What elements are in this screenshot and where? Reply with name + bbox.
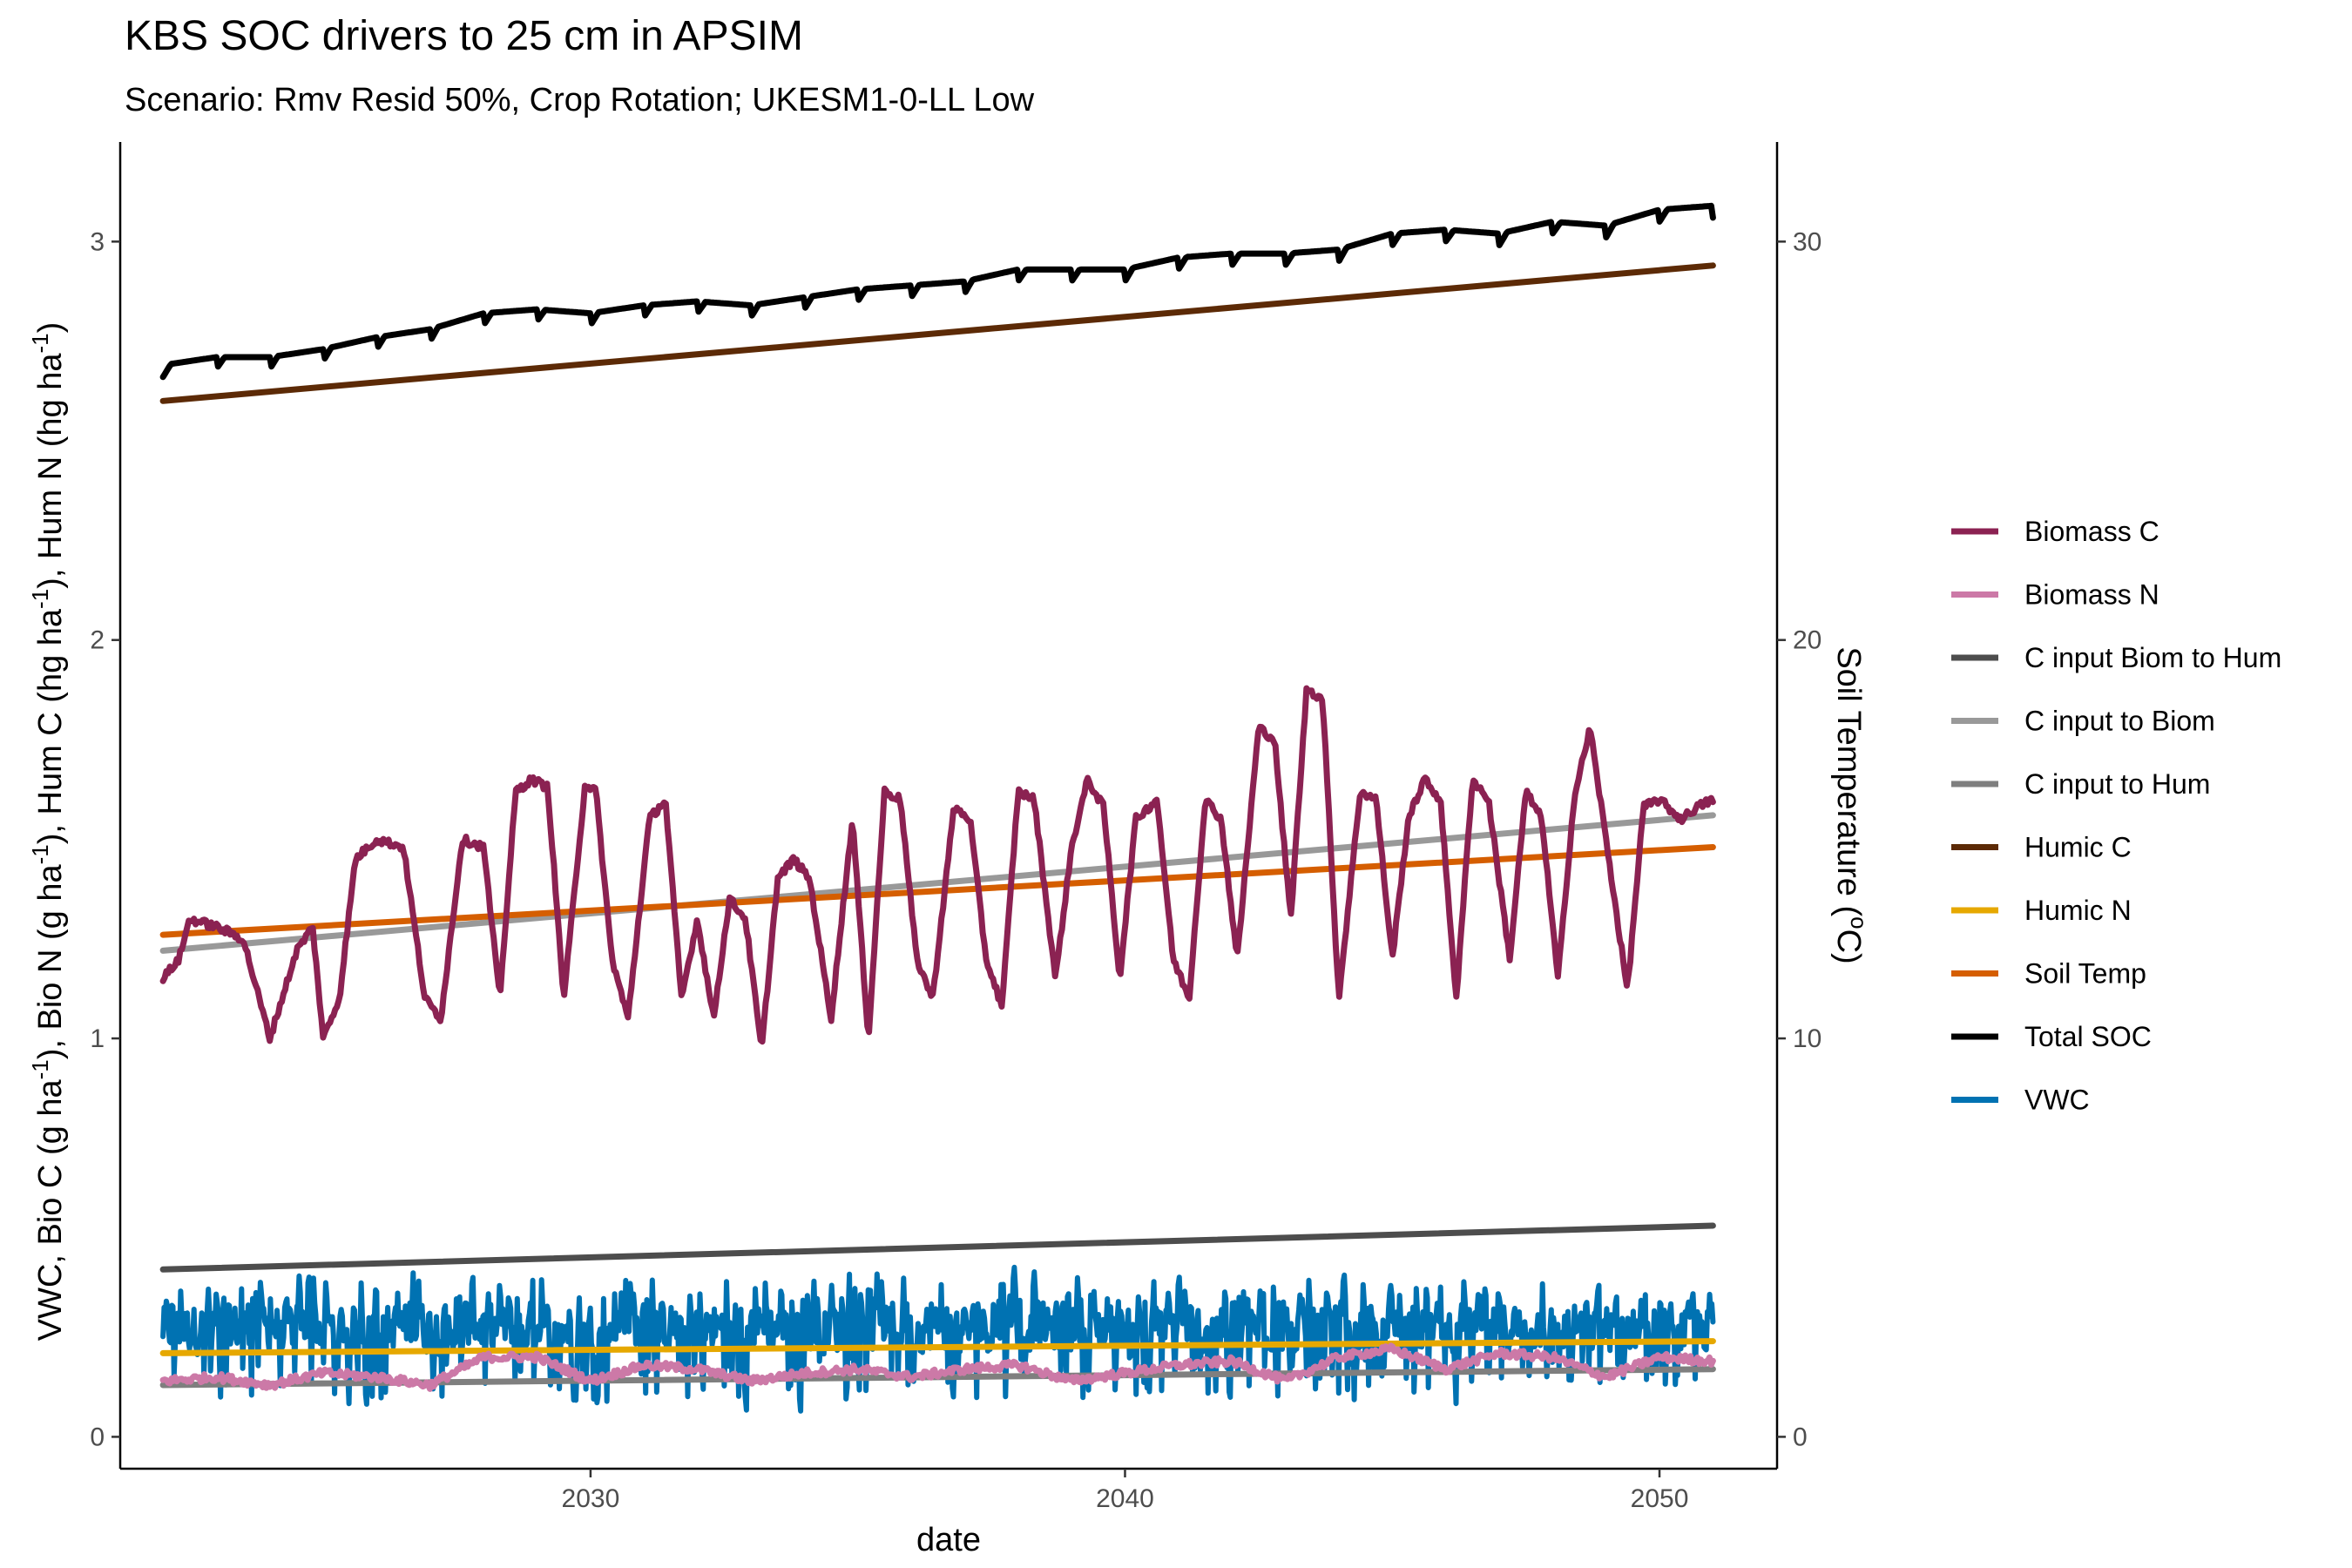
x-tick-label: 2030 (562, 1484, 620, 1513)
legend-label-biomass-n: Biomass N (2024, 579, 2159, 611)
y-tick-label-left: 2 (90, 626, 105, 655)
x-tick-label: 2050 (1631, 1484, 1689, 1513)
y-tick-label-left: 3 (90, 227, 105, 256)
y-tick-label-right: 30 (1793, 227, 1821, 256)
series-line-humic-c (159, 262, 1716, 404)
series-line-vwc (160, 1264, 1716, 1414)
legend-label-humic-n: Humic N (2024, 895, 2132, 926)
series-line-biomass-c (159, 685, 1716, 1045)
legend-label-soil-temp: Soil Temp (2024, 958, 2146, 990)
series-line-biomass-n (159, 1342, 1716, 1392)
series-line-humic-n (159, 1338, 1716, 1356)
plot-lines (159, 202, 1716, 1414)
legend-label-total-soc: Total SOC (2024, 1021, 2152, 1052)
series-line-c-input-to-biom (159, 812, 1716, 954)
y-tick-label-left: 0 (90, 1423, 105, 1451)
series-line-c-input-biom-to-hum (159, 1222, 1716, 1273)
y-tick-label-right: 0 (1793, 1423, 1808, 1451)
y-tick-label-left: 1 (90, 1024, 105, 1053)
y-axis-title-right: Soil Temperature (oC) (1830, 646, 1872, 963)
y-axis-title-left: VWC, Bio C (g ha-1), Bio N (g ha-1), Hum… (27, 322, 69, 1342)
legend-label-c-input-to-hum: C input to Hum (2024, 768, 2210, 800)
x-tick-label: 2040 (1096, 1484, 1154, 1513)
y-tick-label-right: 10 (1793, 1024, 1821, 1053)
x-axis-title: date (916, 1522, 981, 1558)
legend-label-c-input-biom-to-hum: C input Biom to Hum (2024, 642, 2281, 673)
series-line-total-soc (159, 202, 1716, 381)
legend-label-vwc: VWC (2024, 1085, 2090, 1116)
legend-label-humic-c: Humic C (2024, 832, 2132, 863)
legend-label-c-input-to-biom: C input to Biom (2024, 706, 2215, 737)
series-line-soil-temp (159, 844, 1716, 938)
chart-title: KBS SOC drivers to 25 cm in APSIM (125, 13, 803, 59)
y-tick-label-right: 20 (1793, 626, 1821, 655)
legend: Biomass C Biomass N C input Biom to Hum C i… (1951, 516, 2281, 1116)
chart-subtitle: Scenario: Rmv Resid 50%, Crop Rotation; … (125, 82, 1035, 118)
legend-label-biomass-c: Biomass C (2024, 516, 2159, 547)
